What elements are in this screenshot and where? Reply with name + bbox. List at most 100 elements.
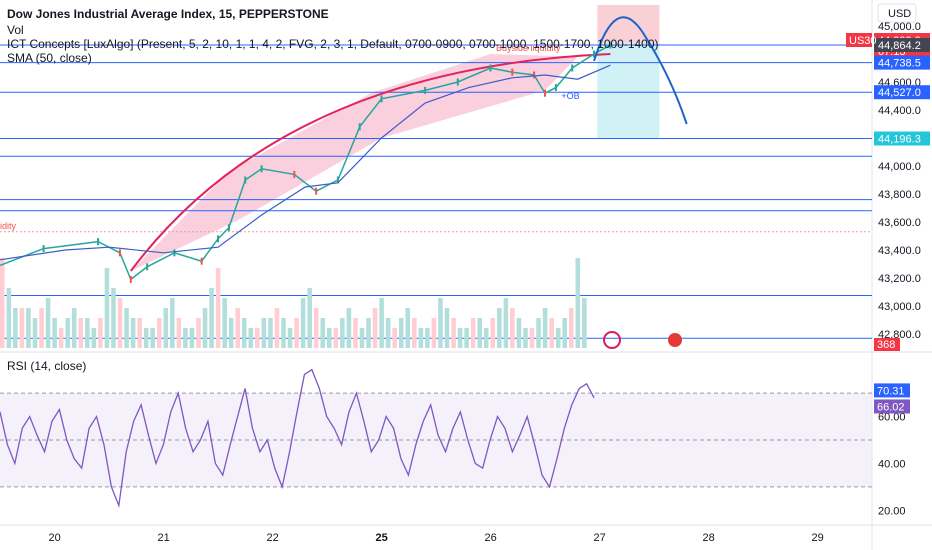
volume-bar	[183, 328, 188, 348]
volume-bar	[143, 328, 149, 348]
volume-bar	[111, 288, 116, 348]
volume-bar	[130, 318, 136, 348]
time-tick-label: 28	[703, 532, 715, 544]
volume-bar	[0, 258, 5, 348]
volume-bar	[353, 318, 358, 348]
volume-bar	[438, 298, 443, 348]
chart-annotation: Buyside liquidity	[496, 43, 561, 53]
volume-bar	[156, 318, 162, 348]
volume-bar	[209, 288, 214, 348]
volume-bar	[6, 288, 12, 348]
volume-bar	[470, 318, 476, 348]
rsi-legend[interactable]: RSI (14, close)	[7, 359, 87, 373]
volume-bar	[58, 328, 64, 348]
vol-legend[interactable]: Vol	[7, 23, 24, 37]
volume-bar	[78, 318, 84, 348]
volume-bar	[26, 308, 31, 348]
time-tick-label: 29	[812, 532, 824, 544]
volume-bar	[91, 328, 97, 348]
currency-button	[877, 3, 917, 23]
volume-bar	[490, 318, 496, 348]
volume-bar	[333, 328, 339, 348]
volume-bar	[359, 328, 365, 348]
volume-bar	[372, 308, 378, 348]
rsi-line	[0, 368, 595, 509]
ict-legend[interactable]: ICT Concepts [LuxAlgo] (Present, 5, 2, 1…	[7, 37, 659, 51]
volume-bar	[117, 298, 123, 348]
time-tick-label: 25	[376, 532, 388, 544]
volume-bar	[196, 318, 201, 348]
sma-legend[interactable]: SMA (50, close)	[7, 51, 92, 65]
volume-bar	[582, 298, 587, 348]
volume-bar	[444, 308, 450, 348]
time-tick-label: 27	[594, 532, 606, 544]
volume-bar	[235, 308, 241, 348]
volume-bar	[392, 328, 397, 348]
rsi-value-label: 66.02	[877, 401, 905, 413]
volume-bar	[536, 318, 541, 348]
volume-bar	[45, 298, 51, 348]
volume-bar	[150, 328, 155, 348]
volume-bar	[497, 308, 502, 348]
time-tick-label: 22	[267, 532, 279, 544]
price-tick-label: 43,000.0	[878, 301, 921, 313]
volume-bar	[477, 318, 482, 348]
volume-bar	[575, 258, 581, 348]
time-tick-label: 21	[158, 532, 170, 544]
volume-bar	[405, 308, 411, 348]
currency-label: USD	[888, 8, 911, 20]
volume-bar	[287, 328, 293, 348]
target-zone-top	[597, 5, 660, 43]
time-tick-label: 26	[485, 532, 497, 544]
rsi-value-label: 70.31	[877, 385, 905, 397]
volume-bar	[418, 328, 424, 348]
rsi-tick-label: 40.00	[878, 458, 906, 470]
volume-bar	[274, 308, 280, 348]
volume-bar	[412, 318, 417, 348]
volume-bar	[385, 318, 391, 348]
symbol-tag	[846, 33, 872, 48]
volume-bar	[464, 328, 469, 348]
volume-bar	[104, 268, 110, 348]
volume-bar	[85, 318, 90, 348]
price-tag	[874, 85, 930, 100]
volume-bar	[516, 318, 522, 348]
price-tick-label: 43,600.0	[878, 217, 921, 229]
volume-bar	[327, 328, 332, 348]
earnings-icon	[603, 331, 621, 349]
volume-bar	[32, 318, 38, 348]
volume-bar	[228, 318, 234, 348]
volume-bar	[510, 308, 515, 348]
volume-bar	[562, 318, 568, 348]
volume-bar	[170, 298, 175, 348]
volume-bar	[300, 298, 306, 348]
price-tick-label: 43,200.0	[878, 273, 921, 285]
volume-bar	[71, 308, 77, 348]
price-tag	[874, 55, 930, 70]
price-tag-label: 44,864.2	[878, 40, 921, 52]
volume-bar	[281, 318, 286, 348]
forecast-curve	[593, 16, 688, 125]
time-tick-label: 20	[49, 532, 61, 544]
volume-bar	[320, 318, 326, 348]
volume-bar	[137, 318, 142, 348]
volume-bar	[542, 308, 548, 348]
volume-bar	[568, 308, 574, 348]
volume-bar	[529, 328, 535, 348]
price-tag	[874, 131, 930, 146]
volume-bar	[19, 308, 25, 348]
volume-bar	[549, 318, 554, 348]
volume-bar	[555, 328, 561, 348]
volume-bar	[398, 318, 404, 348]
volume-bar	[451, 318, 456, 348]
liquidity-zone	[130, 54, 578, 271]
volume-bar	[431, 318, 437, 348]
volume-bar	[124, 308, 129, 348]
volume-bar	[163, 308, 169, 348]
rsi-tick-label: 20.00	[878, 505, 906, 517]
volume-bar	[523, 328, 528, 348]
trend-arc	[130, 53, 611, 272]
rsi-value-tag	[874, 399, 910, 414]
volume-bar	[98, 318, 103, 348]
